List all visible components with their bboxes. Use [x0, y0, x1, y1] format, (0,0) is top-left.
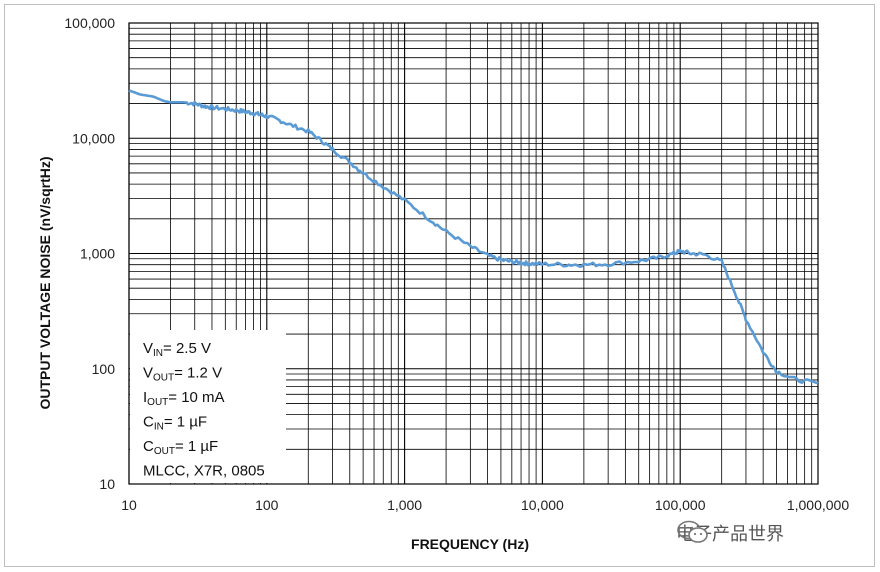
- x-tick-label: 10,000: [521, 497, 564, 513]
- legend-box: VIN= 2.5 V VOUT= 1.2 V IOUT= 10 mA CIN= 1 µ…: [130, 330, 286, 483]
- y-tick-label: 10,000: [72, 130, 115, 146]
- y-tick-label: 100: [92, 361, 116, 377]
- y-tick-label: 100,000: [64, 15, 115, 31]
- x-tick-labels: 10 100 1,000 10,000 100,000 1,000,000: [121, 497, 849, 513]
- wechat-icon: [677, 520, 708, 543]
- x-tick-label: 100: [255, 497, 279, 513]
- legend-line: IOUT= 10 mA: [143, 389, 225, 408]
- y-axis-label: OUTPUT VOLTAGE NOISE (nV/sqrtHz): [37, 156, 53, 409]
- noise-series-line: [128, 89, 819, 385]
- y-tick-label: 1,000: [80, 246, 115, 262]
- x-tick-label: 1,000,000: [787, 497, 849, 513]
- watermark: 电子产品世界: [676, 520, 784, 546]
- x-tick-label: 10: [121, 497, 137, 513]
- legend-line: CIN= 1 µF: [143, 414, 207, 433]
- legend-background: [130, 330, 286, 483]
- legend-line: VOUT= 1.2 V: [143, 365, 222, 384]
- x-axis-label: FREQUENCY (Hz): [411, 536, 529, 552]
- legend-line: COUT= 1 µF: [143, 438, 218, 457]
- plot-border: [128, 22, 819, 485]
- legend-lines: VIN= 2.5 V VOUT= 1.2 V IOUT= 10 mA CIN= 1 µ…: [143, 340, 265, 480]
- x-tick-label: 1,000: [387, 497, 422, 513]
- x-tick-label: 100,000: [655, 497, 706, 513]
- y-tick-label: 10: [99, 476, 115, 492]
- y-tick-labels: 10 100 1,000 10,000 100,000: [64, 15, 115, 492]
- legend-line: VIN= 2.5 V: [143, 340, 211, 359]
- legend-line: MLCC, X7R, 0805: [143, 463, 265, 480]
- chart-frame: [4, 4, 875, 567]
